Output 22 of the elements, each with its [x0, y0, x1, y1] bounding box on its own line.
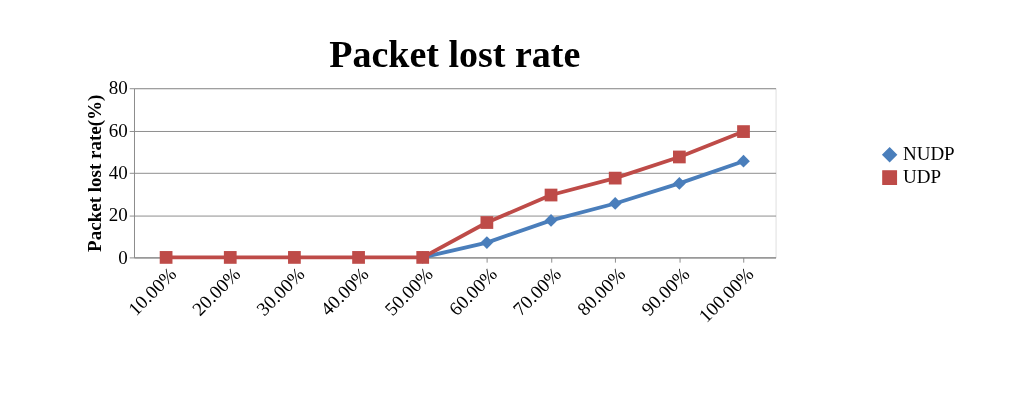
point: [544, 214, 558, 227]
y-tick-label: 60: [108, 119, 128, 141]
point: [480, 236, 494, 249]
legend-label: NUDP: [902, 143, 955, 165]
y-tick-label: 0: [118, 246, 128, 268]
y-tick-label: 20: [108, 204, 128, 226]
y-tick-label: 40: [108, 162, 128, 183]
point: [672, 150, 686, 164]
y-tick-label: 80: [108, 77, 128, 99]
point: [737, 154, 750, 168]
point: [672, 177, 686, 190]
chart-title: Packet lost rate: [329, 33, 581, 76]
point: [288, 251, 301, 264]
point: [352, 251, 365, 264]
point: [480, 216, 494, 229]
point: [608, 171, 622, 185]
point: [608, 197, 622, 210]
y-axis-title: Packet lost rate(%): [84, 94, 107, 252]
point: [737, 125, 750, 138]
point: [223, 251, 237, 264]
point: [159, 251, 173, 264]
legend-label: UDP: [902, 166, 941, 188]
